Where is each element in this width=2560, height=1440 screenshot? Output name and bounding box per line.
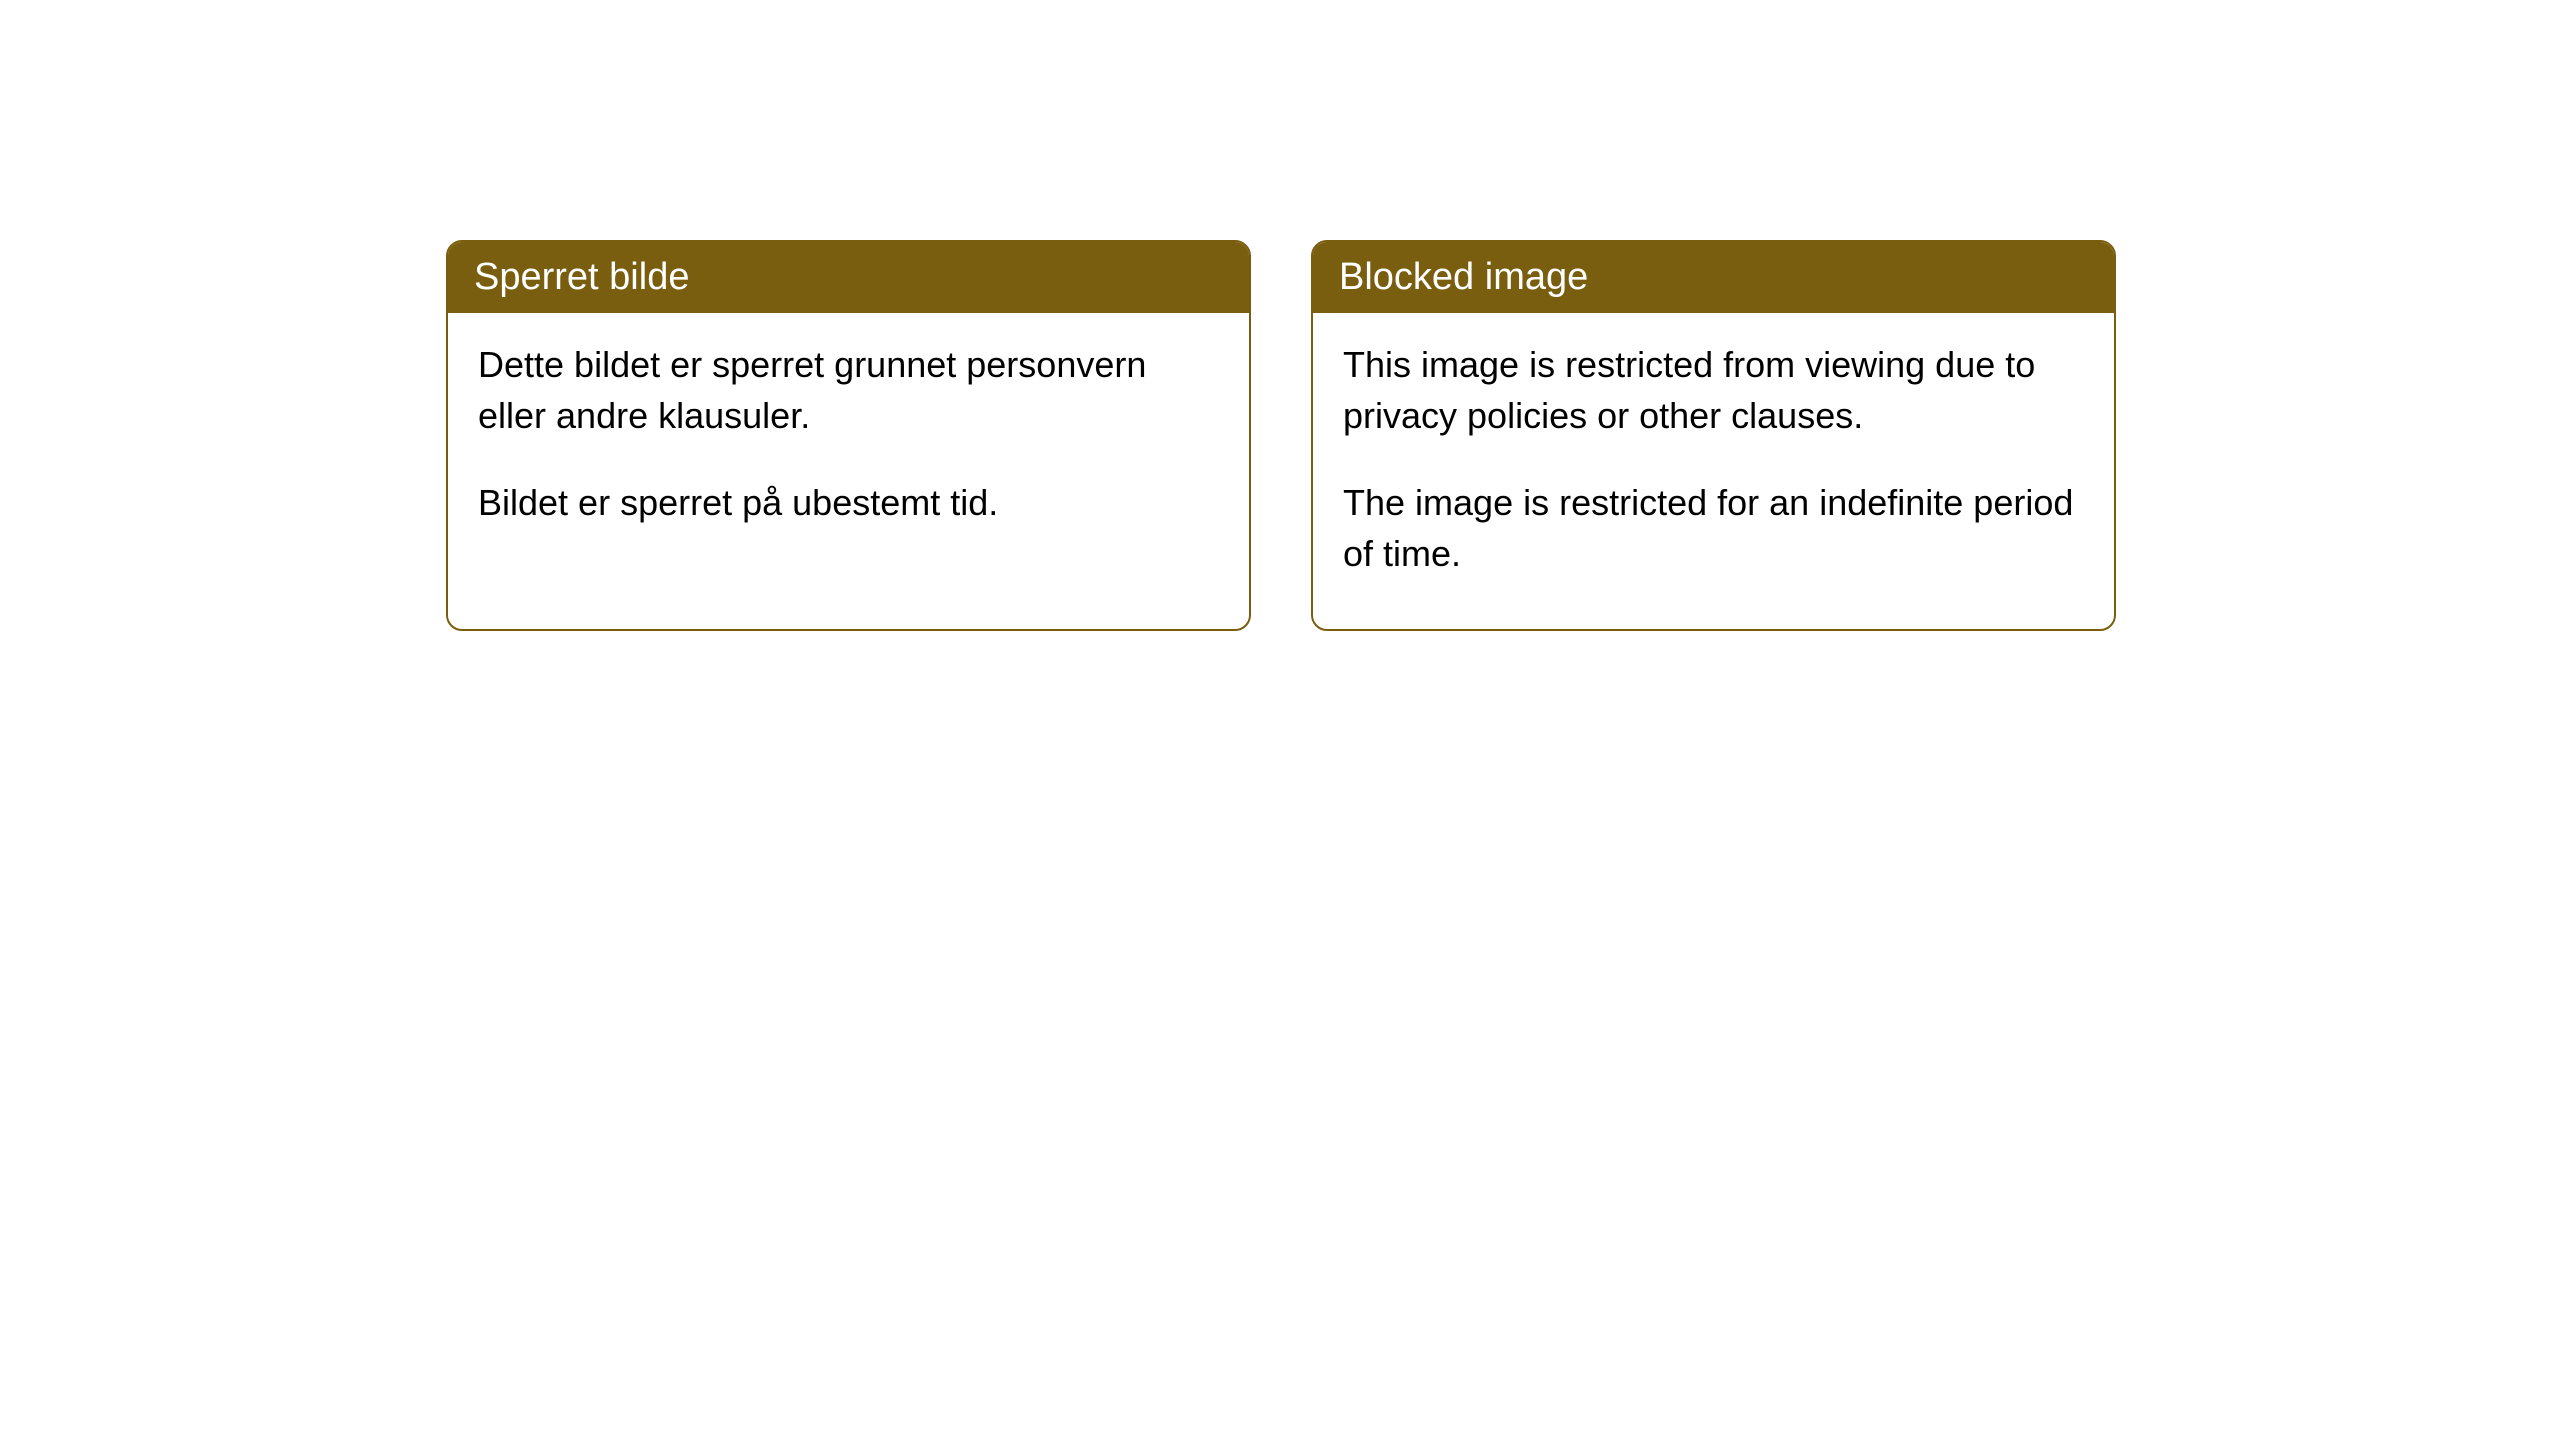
- card-title-english: Blocked image: [1339, 256, 1588, 298]
- card-english: Blocked image This image is restricted f…: [1311, 240, 2116, 631]
- card-header-english: Blocked image: [1313, 242, 2114, 313]
- card-body-norwegian: Dette bildet er sperret grunnet personve…: [448, 313, 1249, 578]
- card-paragraph-2-norwegian: Bildet er sperret på ubestemt tid.: [478, 477, 1219, 528]
- card-title-norwegian: Sperret bilde: [474, 256, 689, 298]
- card-body-english: This image is restricted from viewing du…: [1313, 313, 2114, 629]
- card-paragraph-2-english: The image is restricted for an indefinit…: [1343, 477, 2084, 579]
- card-paragraph-1-norwegian: Dette bildet er sperret grunnet personve…: [478, 339, 1219, 441]
- card-paragraph-1-english: This image is restricted from viewing du…: [1343, 339, 2084, 441]
- card-norwegian: Sperret bilde Dette bildet er sperret gr…: [446, 240, 1251, 631]
- card-header-norwegian: Sperret bilde: [448, 242, 1249, 313]
- cards-container: Sperret bilde Dette bildet er sperret gr…: [446, 240, 2116, 631]
